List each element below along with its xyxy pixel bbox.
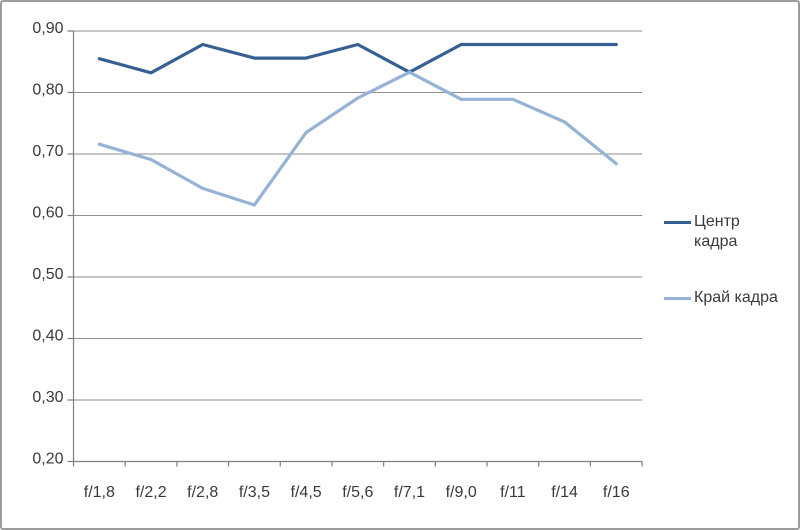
x-axis-label: f/16	[603, 484, 630, 501]
x-axis-label: f/2,8	[187, 484, 218, 501]
x-axis-label: f/1,8	[84, 484, 115, 501]
y-axis-label: 0,40	[32, 328, 63, 345]
x-axis-label: f/9,0	[446, 484, 477, 501]
series-line-center	[97, 42, 618, 75]
legend-line-swatch-center-icon	[664, 221, 691, 224]
x-axis-label: f/7,1	[394, 484, 425, 501]
y-axis-label: 0,80	[32, 82, 63, 99]
series-line-edge	[97, 70, 618, 207]
y-axis-label: 0,60	[32, 205, 63, 222]
x-axis-label: f/11	[500, 484, 526, 501]
y-axis-label: 0,70	[32, 143, 63, 160]
x-axis-label: f/4,5	[291, 484, 322, 501]
y-axis-label: 0,30	[32, 389, 63, 406]
legend-item-center: Центр кадра	[664, 212, 756, 252]
x-axis-label: f/2,2	[135, 484, 166, 501]
legend-line-swatch-edge-icon	[664, 297, 691, 300]
y-axis-label: 0,50	[32, 266, 63, 283]
legend-label-center: Центр кадра	[694, 213, 740, 250]
y-axis-label: 0,20	[32, 451, 63, 468]
x-axis-label: f/3,5	[239, 484, 270, 501]
legend-label-edge: Край кадра	[694, 289, 778, 306]
x-axis-label: f/5,6	[342, 484, 373, 501]
y-axis-label: 0,90	[32, 20, 63, 37]
legend-item-edge: Край кадра	[664, 288, 778, 308]
x-axis-label: f/14	[551, 484, 578, 501]
